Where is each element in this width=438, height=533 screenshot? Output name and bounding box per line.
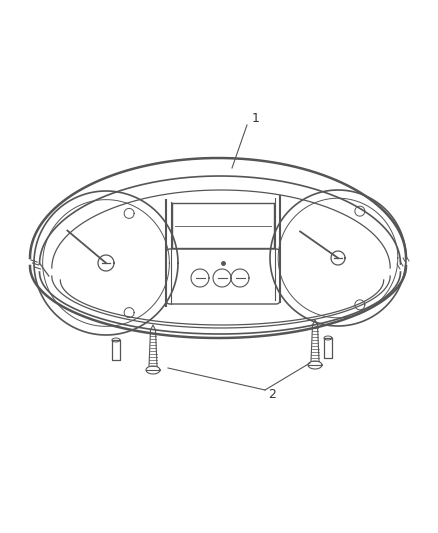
- Text: 2: 2: [268, 389, 276, 401]
- Text: 1: 1: [252, 111, 260, 125]
